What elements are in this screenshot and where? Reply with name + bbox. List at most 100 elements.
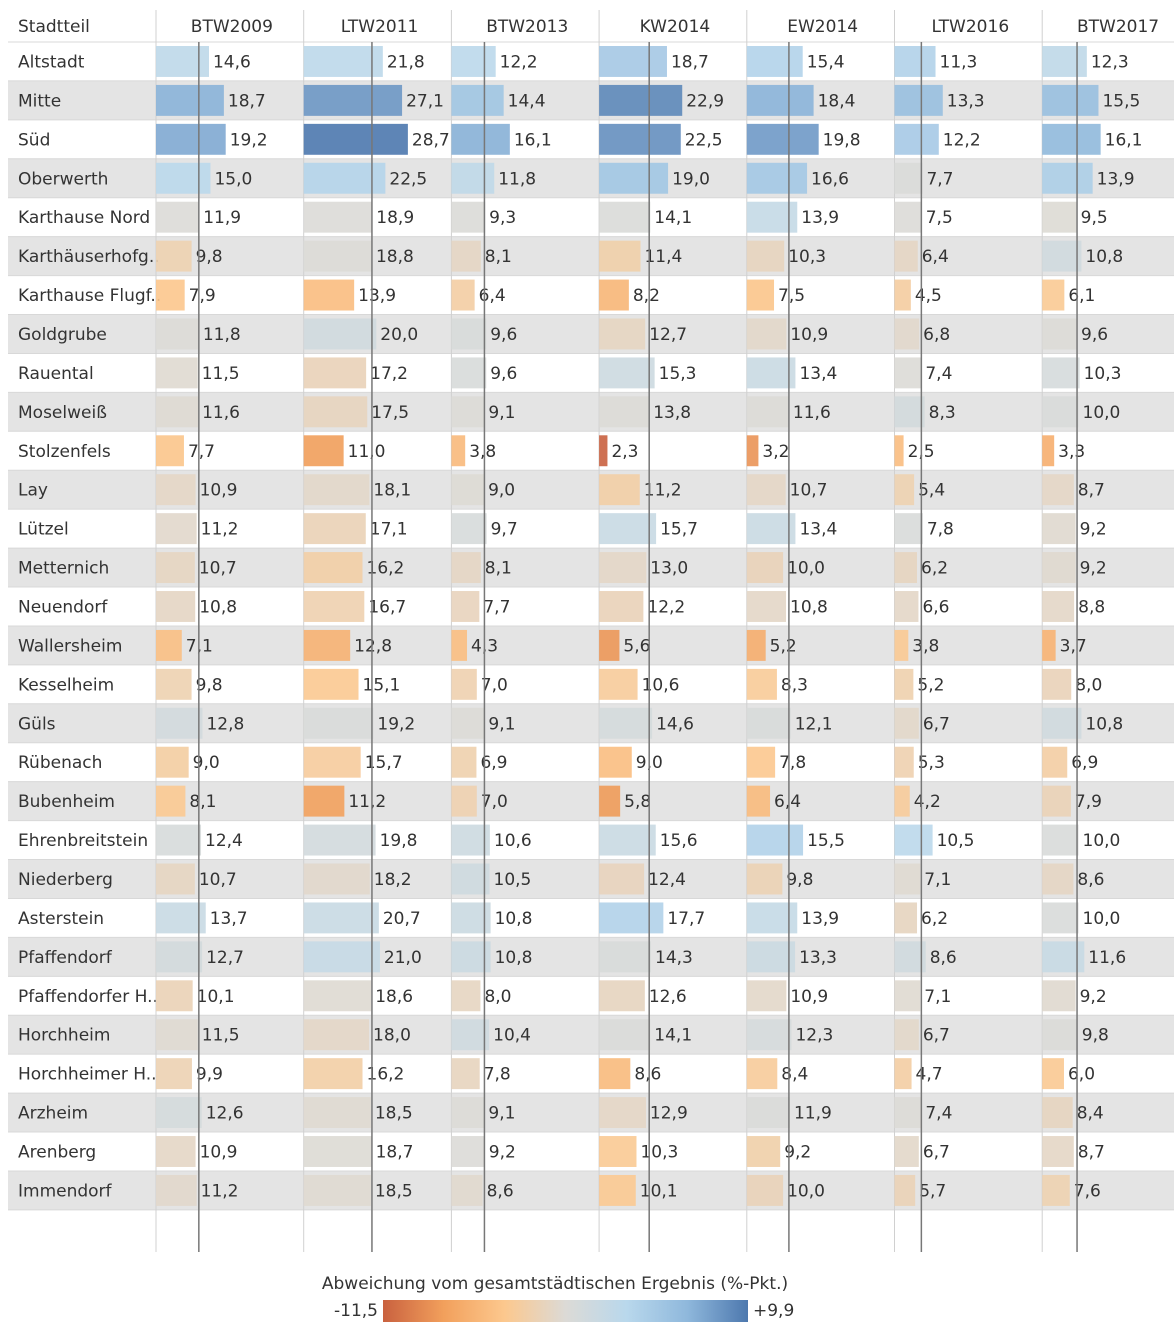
bar [599,396,650,428]
value-label: 6,6 [922,597,949,617]
value-label: 12,7 [649,325,687,345]
bar [599,980,645,1012]
bar [1042,629,1056,661]
value-label: 9,2 [1080,987,1107,1007]
bar [1042,1136,1074,1167]
bar [599,1058,631,1090]
bar [303,902,379,934]
bar [451,746,477,778]
bar [303,513,366,545]
bar [599,707,653,739]
bar [1042,396,1079,428]
value-label: 2,3 [611,442,638,462]
row-label: Lützel [18,520,69,540]
row-label: Lay [18,481,48,501]
value-label: 10,1 [197,987,235,1007]
bar [894,552,918,584]
value-label: 12,1 [795,714,833,734]
bar [599,668,638,700]
value-label: 9,0 [193,753,220,773]
bar [894,162,923,194]
value-label: 11,8 [203,325,241,345]
bar [746,357,796,389]
value-label: 10,9 [790,325,828,345]
value-label: 8,4 [781,1065,808,1085]
bar [894,746,914,778]
value-label: 9,8 [1082,1026,1109,1046]
bar [1042,279,1065,311]
bar [599,123,681,155]
bar [1042,1097,1073,1129]
bar [599,863,645,895]
row-label: Kesselheim [18,675,114,695]
bar [156,240,192,272]
bar [894,318,920,350]
value-label: 15,0 [214,169,252,189]
value-label: 20,7 [383,909,421,929]
value-label: 7,0 [481,792,508,812]
bar [303,357,367,389]
bar [156,123,226,155]
value-label: 18,1 [373,481,411,501]
bar [156,318,199,350]
bar [451,785,477,817]
bar [451,863,490,895]
bar [451,396,485,428]
bar [746,1058,778,1090]
value-label: 10,7 [199,559,237,579]
bar [156,591,196,622]
value-label: 7,9 [189,286,216,306]
bar [303,123,408,155]
bar [156,396,199,428]
value-label: 19,8 [380,831,418,851]
value-label: 18,7 [671,52,709,72]
value-label: 15,7 [660,520,698,540]
value-label: 10,7 [199,870,237,890]
row-label: Wallersheim [18,636,122,656]
bar [1042,863,1074,895]
bar [156,84,224,116]
row-label: Karthäuserhofg.. [18,247,160,267]
value-label: 18,6 [375,987,413,1007]
value-label: 8,7 [1078,1143,1105,1163]
bar [599,941,652,973]
value-label: 11,4 [644,247,682,267]
value-label: 9,5 [1081,208,1108,228]
bar [894,941,926,973]
value-label: 8,2 [633,286,660,306]
value-label: 7,5 [926,208,953,228]
value-label: 8,6 [1077,870,1104,890]
value-label: 27,1 [406,91,444,111]
value-label: 6,7 [923,1026,950,1046]
bar [599,474,640,506]
bar [451,824,490,856]
value-label: 6,0 [1068,1065,1095,1085]
value-label: 13,0 [650,559,688,579]
bar [746,591,787,622]
row-band [8,1015,1174,1055]
bar [1042,941,1085,973]
value-label: 10,3 [640,1143,678,1163]
row-label: Moselweiß [18,403,107,423]
bar [1042,552,1076,584]
bar [599,1097,646,1129]
bar [746,902,798,934]
value-label: 3,2 [762,442,789,462]
bar [156,902,206,934]
bar [156,1019,198,1051]
bar [894,980,921,1012]
bar [156,474,196,506]
bar [746,1174,784,1206]
value-label: 7,7 [188,442,215,462]
bar [894,474,915,506]
value-label: 15,1 [363,675,401,695]
value-label: 11,5 [202,364,240,384]
value-label: 9,1 [488,1104,515,1124]
value-label: 13,8 [653,403,691,423]
value-label: 7,7 [483,597,510,617]
value-label: 11,8 [498,169,536,189]
value-label: 8,3 [781,675,808,695]
bar [1042,824,1079,856]
